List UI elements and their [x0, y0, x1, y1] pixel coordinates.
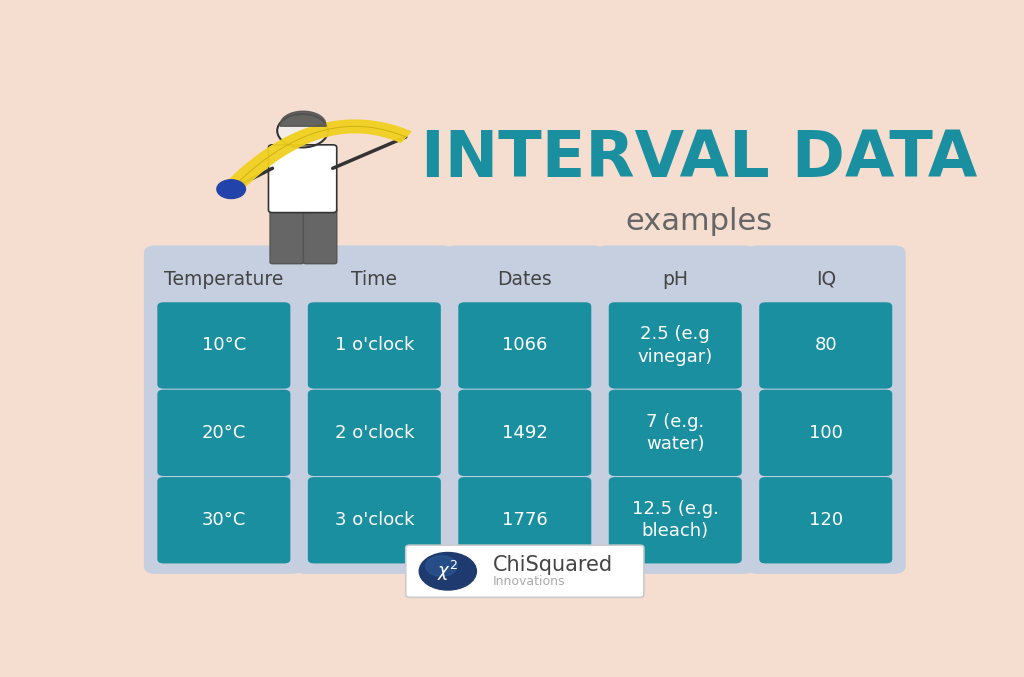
- FancyBboxPatch shape: [595, 246, 756, 574]
- FancyBboxPatch shape: [759, 477, 892, 563]
- FancyBboxPatch shape: [270, 209, 303, 264]
- Text: Innovations: Innovations: [494, 575, 565, 588]
- Text: 10°C: 10°C: [202, 336, 246, 355]
- Text: 1066: 1066: [502, 336, 548, 355]
- Text: 12.5 (e.g.
bleach): 12.5 (e.g. bleach): [632, 500, 719, 540]
- FancyBboxPatch shape: [444, 246, 605, 574]
- Text: Time: Time: [351, 269, 397, 288]
- FancyBboxPatch shape: [158, 477, 291, 563]
- FancyBboxPatch shape: [308, 477, 441, 563]
- Text: pH: pH: [663, 269, 688, 288]
- Text: Temperature: Temperature: [164, 269, 284, 288]
- Text: Dates: Dates: [498, 269, 552, 288]
- FancyBboxPatch shape: [158, 390, 291, 476]
- FancyBboxPatch shape: [459, 477, 591, 563]
- FancyBboxPatch shape: [759, 390, 892, 476]
- Text: ChiSquared: ChiSquared: [494, 554, 613, 575]
- Text: 7 (e.g.
water): 7 (e.g. water): [646, 413, 705, 453]
- Text: 30°C: 30°C: [202, 511, 246, 529]
- FancyBboxPatch shape: [759, 302, 892, 389]
- FancyBboxPatch shape: [745, 246, 905, 574]
- FancyBboxPatch shape: [406, 545, 644, 597]
- Text: INTERVAL DATA: INTERVAL DATA: [421, 129, 978, 190]
- Text: examples: examples: [626, 207, 773, 236]
- Text: 1776: 1776: [502, 511, 548, 529]
- Text: 100: 100: [809, 424, 843, 442]
- Text: 2.5 (e.g
vinegar): 2.5 (e.g vinegar): [638, 326, 713, 366]
- Circle shape: [278, 114, 328, 148]
- FancyBboxPatch shape: [143, 246, 304, 574]
- FancyBboxPatch shape: [294, 246, 455, 574]
- FancyBboxPatch shape: [308, 302, 441, 389]
- Text: 2 o'clock: 2 o'clock: [335, 424, 414, 442]
- FancyBboxPatch shape: [303, 209, 337, 264]
- FancyBboxPatch shape: [459, 390, 591, 476]
- Text: 20°C: 20°C: [202, 424, 246, 442]
- FancyBboxPatch shape: [308, 390, 441, 476]
- Text: 3 o'clock: 3 o'clock: [335, 511, 414, 529]
- FancyBboxPatch shape: [459, 302, 591, 389]
- Text: 1492: 1492: [502, 424, 548, 442]
- Text: 80: 80: [814, 336, 837, 355]
- Text: IQ: IQ: [816, 269, 836, 288]
- Text: 1 o'clock: 1 o'clock: [335, 336, 414, 355]
- FancyBboxPatch shape: [608, 302, 741, 389]
- FancyBboxPatch shape: [158, 302, 291, 389]
- FancyBboxPatch shape: [608, 390, 741, 476]
- Circle shape: [426, 556, 457, 576]
- Circle shape: [217, 180, 246, 198]
- FancyBboxPatch shape: [608, 477, 741, 563]
- Text: 120: 120: [809, 511, 843, 529]
- Circle shape: [419, 552, 476, 590]
- FancyBboxPatch shape: [268, 145, 337, 213]
- Text: $\chi^2$: $\chi^2$: [437, 559, 459, 584]
- Polygon shape: [223, 120, 411, 192]
